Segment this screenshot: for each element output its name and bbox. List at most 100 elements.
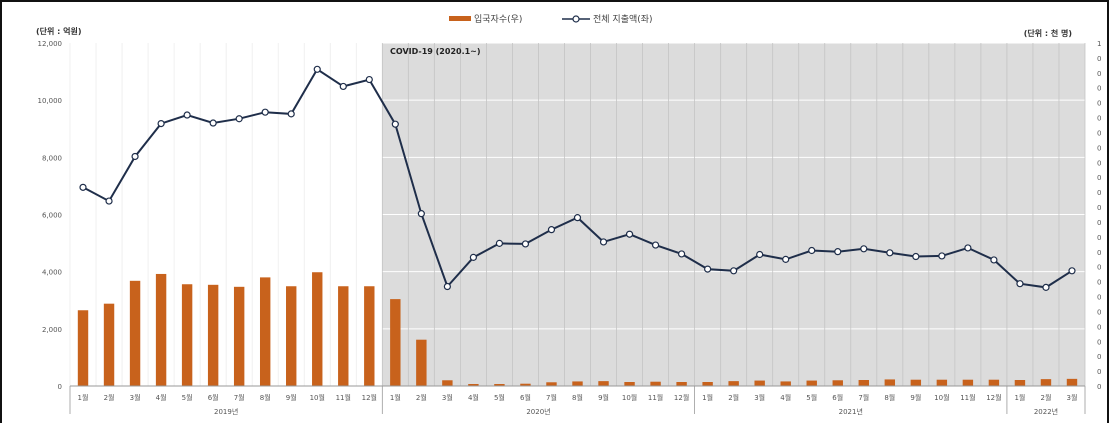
x-month-label: 11월 bbox=[336, 393, 351, 402]
x-month-label: 1월 bbox=[390, 393, 401, 402]
x-month-label: 4월 bbox=[780, 393, 791, 402]
y-right-tick-label: 0 bbox=[1097, 85, 1101, 93]
bar-arrivals bbox=[910, 379, 922, 386]
y-right-tick-label: 0 bbox=[1097, 279, 1101, 287]
bar-arrivals bbox=[338, 286, 349, 386]
x-month-label: 11월 bbox=[648, 393, 663, 402]
y-left-tick-label: 4,000 bbox=[42, 269, 62, 277]
line-series-points bbox=[79, 65, 1076, 291]
line-point bbox=[183, 111, 191, 119]
x-month-label: 2월 bbox=[104, 393, 115, 402]
x-month-label: 9월 bbox=[286, 393, 297, 402]
line-point bbox=[599, 238, 608, 246]
line-point bbox=[938, 252, 946, 260]
x-month-label: 1월 bbox=[1014, 393, 1025, 402]
bar-arrivals bbox=[520, 383, 531, 386]
line-point bbox=[391, 120, 399, 128]
line-point bbox=[1042, 283, 1050, 291]
line-point bbox=[651, 241, 660, 249]
x-month-label: 3월 bbox=[130, 393, 141, 402]
bar-arrivals bbox=[494, 383, 505, 386]
line-point bbox=[417, 210, 425, 218]
x-month-label: 3월 bbox=[442, 393, 453, 402]
line-point bbox=[365, 75, 373, 84]
x-month-label: 5월 bbox=[494, 393, 505, 402]
line-point bbox=[625, 230, 634, 238]
y-right-tick-label: 0 bbox=[1097, 204, 1101, 212]
line-point bbox=[79, 183, 87, 191]
line-point bbox=[730, 267, 738, 275]
line-point bbox=[105, 197, 113, 205]
bar-arrivals bbox=[572, 381, 583, 386]
bar-arrivals bbox=[702, 381, 713, 386]
x-year-label: 2021년 bbox=[839, 407, 863, 416]
x-month-label: 6월 bbox=[208, 393, 219, 402]
x-month-label: 5월 bbox=[806, 393, 817, 402]
bar-arrivals bbox=[312, 272, 323, 386]
x-month-label: 2월 bbox=[1041, 393, 1052, 402]
line-point bbox=[261, 108, 269, 116]
x-month-label: 8월 bbox=[884, 393, 895, 402]
y-right-tick-label: 1 bbox=[1097, 40, 1101, 48]
y-right-tick-label: 0 bbox=[1097, 100, 1101, 108]
covid-annotation: COVID-19 (2020.1~) bbox=[390, 47, 481, 56]
line-point bbox=[521, 240, 530, 248]
x-month-label: 6월 bbox=[520, 393, 531, 402]
line-point bbox=[1016, 280, 1024, 288]
bar-arrivals bbox=[806, 380, 817, 386]
line-point bbox=[912, 252, 920, 261]
line-point bbox=[495, 239, 504, 247]
y-right-tick-label: 0 bbox=[1097, 144, 1101, 152]
x-month-label: 8월 bbox=[260, 393, 271, 402]
y-right-tick-label: 0 bbox=[1097, 353, 1101, 361]
line-point bbox=[209, 119, 217, 127]
y-right-tick-label: 0 bbox=[1097, 294, 1101, 302]
x-month-label: 1월 bbox=[702, 393, 713, 402]
line-point bbox=[678, 250, 686, 258]
x-month-label: 6월 bbox=[832, 393, 843, 402]
x-month-label: 7월 bbox=[234, 393, 245, 402]
bar-arrivals bbox=[624, 381, 635, 386]
bar-arrivals bbox=[233, 286, 245, 386]
y-right-tick-label: 0 bbox=[1097, 115, 1101, 123]
y-right-tick-label: 0 bbox=[1097, 368, 1101, 376]
x-month-label: 7월 bbox=[546, 393, 557, 402]
bar-arrivals bbox=[650, 381, 661, 386]
bar-arrivals bbox=[442, 380, 453, 386]
x-month-label: 2월 bbox=[416, 393, 427, 402]
line-point bbox=[756, 250, 764, 259]
bar-arrivals bbox=[103, 303, 115, 386]
y-right-tick-label: 0 bbox=[1097, 338, 1101, 346]
bar-arrivals bbox=[676, 381, 687, 386]
x-month-label: 7월 bbox=[858, 393, 869, 402]
bar-arrivals bbox=[546, 382, 557, 386]
bar-arrivals bbox=[936, 379, 948, 386]
y-left-tick-label: 0 bbox=[58, 383, 62, 391]
x-month-label: 12월 bbox=[362, 393, 377, 402]
line-point bbox=[834, 248, 842, 256]
line-point bbox=[287, 110, 295, 118]
line-point bbox=[339, 82, 347, 91]
y-right-tick-label: 0 bbox=[1097, 174, 1101, 182]
x-month-label: 11월 bbox=[960, 393, 975, 402]
x-month-label: 9월 bbox=[598, 393, 609, 402]
y-right-tick-label: 0 bbox=[1097, 308, 1101, 316]
line-point bbox=[782, 255, 790, 263]
x-month-label: 10월 bbox=[310, 393, 325, 402]
legend-line-marker bbox=[572, 15, 580, 23]
axes: 0 2,000 4,000 6,000 8,000 10,000 12,000 0 0 0 0 0 0 0… bbox=[38, 40, 1102, 416]
x-month-label: 10월 bbox=[622, 393, 637, 402]
line-point bbox=[990, 256, 998, 264]
bar-arrivals bbox=[780, 381, 791, 386]
y-left-tick-label: 12,000 bbox=[38, 40, 63, 48]
bar-arrivals bbox=[832, 380, 843, 386]
bar-arrivals bbox=[962, 379, 974, 386]
legend: 입국자수(우) 전체 지출액(좌) bbox=[449, 13, 653, 25]
line-point bbox=[1068, 267, 1076, 275]
line-point bbox=[860, 245, 868, 253]
bar-arrivals bbox=[988, 379, 1000, 386]
line-point bbox=[469, 253, 477, 261]
line-point bbox=[704, 265, 712, 273]
line-point bbox=[443, 282, 451, 291]
